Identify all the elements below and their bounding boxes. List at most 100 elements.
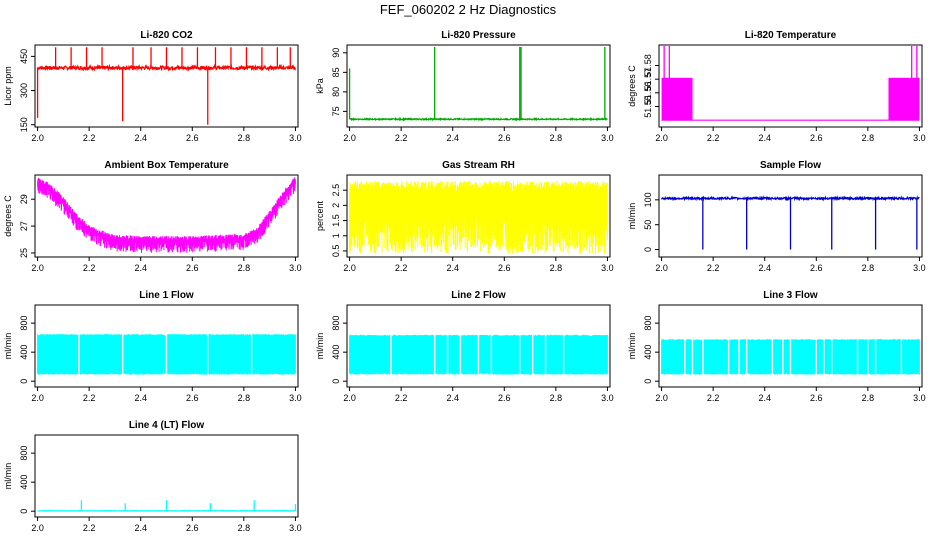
- y-tick-label: 800: [643, 316, 653, 331]
- x-tick-label: 3.0: [289, 523, 302, 533]
- y-tick-label: 400: [19, 475, 29, 490]
- y-tick-label: 2: [331, 203, 341, 208]
- x-tick-label: 2.4: [446, 393, 459, 403]
- x-tick-label: 2.6: [810, 133, 823, 143]
- chart-title: Ambient Box Temperature: [104, 160, 229, 171]
- y-tick-label: 1: [331, 233, 341, 238]
- x-tick-label: 2.6: [498, 133, 511, 143]
- chart-title: Li-820 Temperature: [745, 30, 837, 41]
- x-tick-label: 2.6: [498, 263, 511, 273]
- data-band: [37, 334, 296, 375]
- y-tick-label: 400: [643, 345, 653, 360]
- chart-line4: Line 4 (LT) Flow ml/min 2.0 2.2 2.4 2.6 2.8 3.0…: [3, 420, 302, 533]
- y-axis-label: degrees C: [3, 195, 13, 237]
- data-series: [37, 177, 296, 253]
- x-tick-label: 2.4: [446, 263, 459, 273]
- y-axis-label: kPa: [315, 78, 325, 94]
- plot-frame: [34, 434, 299, 518]
- x-tick-label: 2.2: [395, 393, 408, 403]
- x-tick-label: 2.8: [862, 133, 875, 143]
- x-tick-label: 2.6: [186, 393, 199, 403]
- y-tick-label: 450: [19, 49, 29, 64]
- data-series: [349, 116, 608, 122]
- x-tick-label: 2.8: [238, 523, 251, 533]
- data-layer: [661, 339, 920, 375]
- x-tick-label: 2.0: [343, 263, 356, 273]
- y-tick-label: 0: [331, 379, 341, 384]
- x-tick-label: 2.4: [758, 393, 771, 403]
- chart-co2: Li-820 CO2 Licor ppm 2.0 2.2 2.4 2.6 2.8 3.0 150…: [3, 30, 302, 143]
- x-tick-label: 3.0: [601, 393, 614, 403]
- y-tick-label: 80: [331, 87, 341, 97]
- x-tick-label: 3.0: [913, 263, 926, 273]
- x-tick-label: 3.0: [601, 263, 614, 273]
- y-tick-label: 2.5: [331, 184, 341, 197]
- chart-title: Line 4 (LT) Flow: [129, 420, 205, 431]
- chart-title: Line 2 Flow: [451, 290, 506, 301]
- chart-licor-temp: Li-820 Temperature degrees C 2.0 2.2 2.4 2.6 2…: [627, 30, 926, 143]
- x-tick-label: 2.0: [655, 263, 668, 273]
- x-tick-label: 2.4: [134, 523, 147, 533]
- data-block: [661, 77, 693, 121]
- data-layer: [348, 46, 608, 122]
- data-layer: [349, 181, 608, 254]
- x-tick-label: 2.8: [550, 263, 563, 273]
- y-tick-label: 400: [331, 345, 341, 360]
- y-axis-label: ml/min: [627, 333, 637, 360]
- x-tick-label: 2.8: [550, 393, 563, 403]
- y-tick-label: 1.5: [331, 214, 341, 227]
- y-tick-label: 29: [19, 194, 29, 204]
- data-series: [37, 63, 296, 72]
- x-tick-label: 2.8: [238, 393, 251, 403]
- plot-frame: [658, 44, 923, 128]
- y-tick-label: 51.56: [643, 82, 653, 105]
- x-tick-label: 3.0: [601, 133, 614, 143]
- x-tick-label: 3.0: [289, 263, 302, 273]
- data-band: [661, 339, 920, 375]
- x-tick-label: 3.0: [913, 393, 926, 403]
- x-tick-label: 2.2: [395, 133, 408, 143]
- data-layer: [661, 46, 920, 121]
- x-tick-label: 2.6: [186, 263, 199, 273]
- y-tick-label: 0: [19, 509, 29, 514]
- y-axis-label: degrees C: [627, 65, 637, 107]
- x-tick-label: 2.8: [238, 263, 251, 273]
- y-tick-label: 400: [19, 345, 29, 360]
- x-tick-label: 2.6: [186, 133, 199, 143]
- chart-title: Li-820 Pressure: [441, 30, 516, 41]
- y-tick-label: 0.5: [331, 245, 341, 258]
- x-tick-label: 2.4: [758, 263, 771, 273]
- y-axis-label: ml/min: [627, 203, 637, 230]
- y-tick-label: 0: [643, 247, 653, 252]
- chart-line1: Line 1 Flow ml/min 2.0 2.2 2.4 2.6 2.8 3.0 0 400 8…: [3, 290, 302, 403]
- y-axis-label: Licor ppm: [3, 66, 13, 106]
- chart-title: Line 3 Flow: [763, 290, 818, 301]
- x-tick-label: 2.2: [83, 263, 96, 273]
- data-block: [888, 77, 920, 121]
- x-tick-label: 2.0: [31, 523, 44, 533]
- y-axis-label: ml/min: [3, 463, 13, 490]
- plot-frame: [34, 174, 299, 258]
- plot-frame: [346, 174, 611, 258]
- data-band: [349, 181, 608, 254]
- x-tick-label: 2.0: [655, 133, 668, 143]
- x-tick-label: 2.4: [134, 263, 147, 273]
- x-tick-label: 2.4: [134, 133, 147, 143]
- x-tick-label: 2.0: [31, 263, 44, 273]
- data-series: [661, 195, 920, 202]
- chart-title: Line 1 Flow: [139, 290, 194, 301]
- y-tick-label: 0: [19, 379, 29, 384]
- data-layer: [37, 177, 296, 253]
- data-layer: [37, 500, 297, 512]
- y-tick-label: 27: [19, 221, 29, 231]
- y-tick-label: 50: [643, 220, 653, 230]
- y-tick-label: 51.55: [643, 95, 653, 118]
- x-tick-label: 2.2: [707, 263, 720, 273]
- plot-frame: [658, 174, 923, 258]
- y-tick-label: 25: [19, 248, 29, 258]
- data-band: [349, 334, 608, 375]
- x-tick-label: 2.6: [186, 523, 199, 533]
- y-tick-label: 300: [19, 83, 29, 98]
- x-tick-label: 2.2: [707, 393, 720, 403]
- chart-line3: Line 3 Flow ml/min 2.0 2.2 2.4 2.6 2.8 3.0 0 400 8…: [627, 290, 926, 403]
